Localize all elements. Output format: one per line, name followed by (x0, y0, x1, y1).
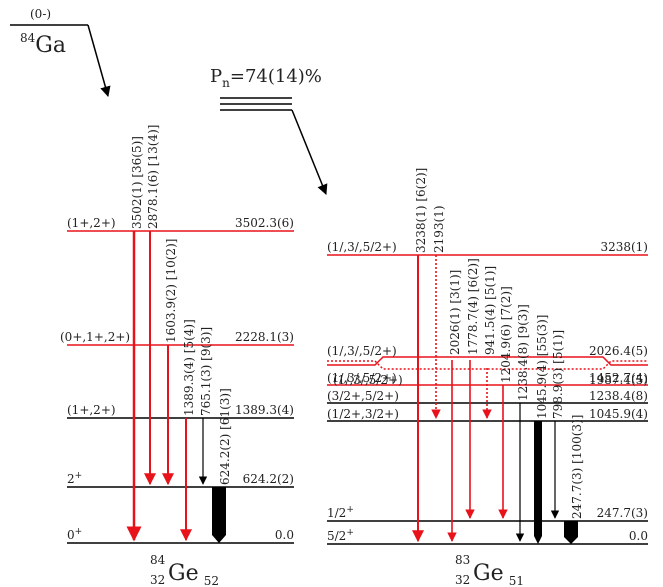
parent-spin: (0-) (30, 7, 51, 21)
ge84-transition-765: 765.1(3) [9(3)] (198, 327, 213, 485)
level-energy: 3238(1) (600, 240, 648, 254)
ge84-transition-3502: 3502(1) [36(5)] (126, 136, 144, 542)
ge83-level-6: (1/,3/,5/2+) 2026.4(5) (327, 344, 648, 366)
level-spin: (1/2+,3/2+) (327, 407, 399, 421)
parent-nucleus: (0-) 84Ga (10, 7, 111, 98)
level-energy: 1238.4(8) (589, 389, 648, 403)
level-spin: 2+ (67, 471, 82, 486)
neutron-branch: Pn=74(14)% (210, 66, 328, 195)
level-line (327, 360, 648, 370)
parent-mass: 84 (20, 31, 36, 45)
level-spin: 5/2+ (327, 528, 354, 543)
ge83-transition-1045: 1045.9(4) [55(3)] (534, 315, 549, 544)
ge83-level-7: (1/,3/,5/2+) 3238(1) (327, 240, 648, 256)
level-energy: 624.2(2) (243, 472, 294, 486)
transition-label: 941.5(4) [5(1)] (483, 266, 497, 355)
transition-label: 765.1(3) [9(3)] (199, 327, 213, 416)
level-energy: 247.7(3) (597, 506, 648, 520)
level-spin: (1+,2+) (67, 403, 116, 417)
ge84-transition-2878: 2878.1(6) [13(4)] (144, 125, 160, 486)
level-spin: (1/,3/,5/2+) (327, 240, 397, 254)
transition-label: 2026(1) [3(1)] (448, 270, 462, 355)
ge83-transition-1238: 1238.4(8) [9(3)] (515, 304, 530, 542)
daughter-label-ge83: 83 32 Ge 51 (455, 549, 524, 587)
level-energy: 0.0 (275, 528, 294, 542)
level-energy: 2026.4(5) (589, 344, 648, 358)
level-spin: (3/2+,5/2+) (327, 389, 399, 403)
transition-label: 3502(1) [36(5)] (130, 136, 144, 229)
ge84-level-4: (1+,2+) 3502.3(6) (67, 216, 294, 232)
daughter-ge83: 5/2+ 0.0 1/2+ 247.7(3) (1/2+,3/2+) 1045.… (327, 168, 648, 587)
level-energy: 1045.9(4) (589, 407, 648, 421)
transition-label: 1389.3(4) [5(4)] (182, 319, 196, 416)
parent-label: 84Ga (20, 31, 66, 58)
ge84-transition-1603: 1603.9(2) [10(2)] (162, 239, 178, 486)
transition-arrow (564, 521, 578, 544)
level-spin: (0+,1+,2+) (60, 330, 130, 344)
level-spin: 1/2+ (327, 505, 354, 520)
transition-label: 798.9(3) [5(1)] (551, 330, 565, 419)
transition-label: 2878.1(6) [13(4)] (146, 125, 160, 229)
level-energy: 0.0 (629, 529, 648, 543)
level-spin: (1+,2+) (67, 216, 116, 230)
transition-label: 247.7(3) [100(3)] (570, 415, 584, 519)
transition-label: 2193(1) (432, 205, 446, 253)
ge84-transition-1389: 1389.3(4) [5(4)] (180, 319, 196, 542)
daughter-ge84: 0+ 0.0 2+ 624.2(2) (1+,2+) 1389.3(4) (0+… (60, 125, 294, 587)
ge83-transition-2193: 2193(1) (431, 205, 446, 419)
level-spin-1987: (1/,3/,5/2+) (333, 373, 403, 387)
ge84-level-2: (1+,2+) 1389.3(4) (67, 403, 294, 419)
beta-decay-arrow (87, 24, 111, 98)
ge83-level-0: 5/2+ 0.0 (327, 528, 648, 545)
ge83-transition-247: 247.7(3) [100(3)] (564, 415, 584, 544)
ge83-transition-3238: 3238(1) [6(2)] (412, 168, 428, 543)
ge83-transition-1204: 1204.9(6) [7(2)] (498, 286, 513, 519)
transition-label: 1238.4(8) [9(3)] (516, 304, 530, 401)
ge84-transition-624: 624.2(2) [61(3)] (212, 388, 232, 543)
level-spin: 0+ (67, 527, 82, 542)
transition-label: 1603.9(2) [10(2)] (164, 239, 178, 343)
level-spin: (1/,3/,5/2+) (327, 371, 397, 385)
transition-label: 1045.9(4) [55(3)] (535, 315, 549, 419)
level-energy-1987: 1987.4(5) (589, 373, 648, 387)
level-line (327, 356, 648, 366)
neutron-branch-label: Pn=74(14)% (210, 66, 322, 90)
ge83-level-1: 1/2+ 247.7(3) (327, 505, 648, 522)
level-energy: 3502.3(6) (235, 216, 294, 230)
ge83-level-3: (3/2+,5/2+) 1238.4(8) (327, 389, 648, 404)
ge83-transition-798: 798.9(3) [5(1)] (550, 330, 565, 519)
level-energy: 1389.3(4) (235, 403, 294, 417)
transition-label: 1204.9(6) [7(2)] (499, 286, 513, 383)
level-energy: 2228.1(3) (235, 330, 294, 344)
transition-arrow (212, 487, 226, 543)
transition-label: 1778.7(4) [6(2)] (466, 258, 480, 355)
neutron-decay-arrow (291, 109, 328, 195)
ge83-transition-2026: 2026(1) [3(1)] (447, 270, 462, 542)
level-spin: (1/,3/,5/2+) (327, 344, 397, 358)
ge83-transition-941: 941.5(4) [5(1)] (482, 266, 497, 419)
transition-arrow (534, 421, 542, 544)
ge84-level-0: 0+ 0.0 (67, 527, 294, 544)
ge83-transition-1778: 1778.7(4) [6(2)] (465, 258, 480, 519)
transition-label: 624.2(2) [61(3)] (218, 388, 232, 485)
ge84-level-3: (0+,1+,2+) 2228.1(3) (60, 330, 294, 346)
transition-label: 3238(1) [6(2)] (414, 168, 428, 253)
parent-symbol: Ga (35, 33, 66, 58)
daughter-label-ge84: 84 32 Ge 52 (150, 549, 219, 587)
ge83-level-2: (1/2+,3/2+) 1045.9(4) (327, 407, 648, 422)
ge83-level-5: (1/,3/,5/2+) 1987.4(5) (327, 360, 648, 370)
ge84-level-1: 2+ 624.2(2) (67, 471, 294, 488)
level-energy: 1452.7(4) (589, 371, 648, 385)
